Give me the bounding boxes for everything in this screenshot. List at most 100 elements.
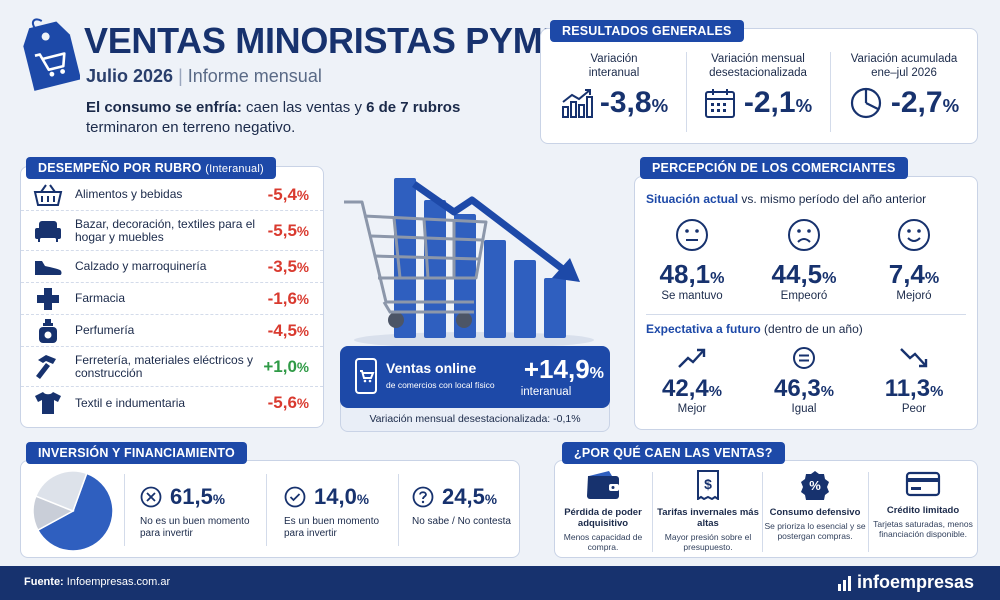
- rubros-title: DESEMPEÑO POR RUBRO (Interanual): [26, 157, 276, 179]
- neutral-face-icon: [675, 218, 709, 252]
- resultado-item-interanual: Variación interanual -3,8%: [546, 52, 682, 120]
- porque-item-text: Mayor presión sobre el presupuesto.: [664, 532, 752, 552]
- rubro-row: Alimentos y bebidas -5,4%: [21, 179, 323, 211]
- rubro-row: Ferretería, materiales eléctricos y cons…: [21, 347, 323, 387]
- porque-item-title: Pérdida de poder adquisitivo: [564, 507, 642, 529]
- rubro-label: Alimentos y bebidas: [75, 187, 183, 201]
- lead-strong-1: El consumo se enfría:: [86, 99, 242, 116]
- rubros-card: Alimentos y bebidas -5,4% Bazar, decorac…: [20, 166, 324, 428]
- svg-text:%: %: [809, 478, 821, 493]
- porque-item-text: Menos capacidad de compra.: [563, 532, 643, 552]
- futuro-label: Peor: [901, 403, 927, 415]
- actual-rest: vs. mismo período del año anterior: [738, 192, 927, 206]
- rubro-value: +1,0%: [263, 356, 309, 376]
- credit-card-icon: [905, 470, 941, 498]
- rubro-label: Farmacia: [75, 291, 126, 305]
- resultado-value: -2,1%: [743, 86, 813, 119]
- pie-slice: [34, 470, 88, 512]
- declining-sales-illustration: [334, 160, 624, 350]
- porque-title: ¿POR QUÉ CAEN LAS VENTAS?: [562, 442, 785, 464]
- question-circle-icon: [412, 486, 434, 508]
- percepcion-futuro-item: 42,4% Mejor: [636, 346, 748, 415]
- porque-item-title: Crédito limitado: [886, 505, 960, 516]
- hammer-icon: [31, 354, 65, 380]
- percepcion-actual-item: 44,5% Empeoró: [748, 218, 860, 302]
- rubro-row: Calzado y marroquinería -3,5%: [21, 251, 323, 283]
- cross-icon: [31, 287, 65, 311]
- online-value-note: interanual: [520, 386, 572, 398]
- inversion-value: 24,5%: [442, 484, 497, 509]
- percent-badge-icon: %: [800, 470, 830, 500]
- inversion-label: No sabe / No contesta: [412, 516, 511, 527]
- porque-item: % Consumo defensivo Se prioriza lo esenc…: [764, 470, 866, 541]
- actual-label: Se mantuvo: [661, 290, 723, 302]
- futuro-value: 46,3%: [774, 375, 834, 402]
- percepcion-futuro-item: 46,3% Igual: [748, 346, 860, 415]
- rubro-label: Calzado y marroquinería: [75, 259, 207, 273]
- trend-down-icon: [899, 346, 929, 370]
- equal-icon: [792, 346, 816, 370]
- lead-strong-2: 6 de 7 rubros: [366, 99, 461, 116]
- inversion-label: No es un buen momento para invertir: [140, 516, 250, 539]
- rubro-value: -1,6%: [267, 288, 309, 308]
- percepcion-actual-heading: Situación actual vs. mismo período del a…: [646, 192, 926, 206]
- inversion-value: 14,0%: [314, 484, 369, 509]
- inversion-title: INVERSIÓN Y FINANCIAMIENTO: [26, 442, 247, 464]
- rubro-row: Perfumería -4,5%: [21, 315, 323, 347]
- resultado-label: Variación acumulada ene–jul 2026: [850, 53, 958, 79]
- rubro-value: -3,5%: [267, 256, 309, 276]
- lead-text-1: caen las ventas y: [241, 99, 367, 116]
- inversion-item: 14,0% Es un buen momento para invertir: [284, 484, 394, 540]
- tshirt-icon: [31, 391, 65, 415]
- shoe-icon: [31, 257, 65, 277]
- porque-item-text: Se prioriza lo esencial y se postergan c…: [764, 521, 866, 541]
- bars-logo-icon: [838, 575, 852, 591]
- rubro-label: Perfumería: [75, 323, 135, 337]
- brand-name: infoempresas: [857, 572, 975, 592]
- porque-item: Pérdida de poder adquisitivo Menos capac…: [556, 470, 650, 552]
- rubro-value: -4,5%: [267, 320, 309, 340]
- actual-strong: Situación actual: [646, 192, 739, 206]
- actual-value: 7,4%: [888, 259, 940, 289]
- trend-up-icon: [677, 346, 707, 370]
- porque-item: $ Tarifas invernales más altas Mayor pre…: [656, 470, 760, 552]
- percepcion-futuro-heading: Expectativa a futuro (dentro de un año): [646, 322, 863, 336]
- resultado-label: Variación interanual: [588, 53, 640, 79]
- investment-pie-chart: [30, 468, 116, 554]
- futuro-value: 11,3%: [884, 375, 944, 402]
- percepcion-title: PERCEPCIÓN DE LOS COMERCIANTES: [640, 157, 908, 179]
- bill-icon: $: [694, 470, 722, 500]
- x-circle-icon: [140, 486, 162, 508]
- phone-cart-icon: [354, 357, 378, 395]
- page-subtitle: Julio 2026 | Informe mensual: [86, 66, 322, 87]
- source-text: Infoempresas.com.ar: [66, 576, 171, 588]
- price-tag-icon: [20, 14, 80, 92]
- futuro-rest: (dentro de un año): [760, 322, 863, 336]
- percepcion-actual-item: 7,4% Mejoró: [858, 218, 970, 302]
- wallet-icon: [585, 470, 621, 500]
- rubro-label: Ferretería, materiales eléctricos y cons…: [75, 352, 254, 380]
- rubro-label: Textil e indumentaria: [75, 395, 186, 410]
- resultado-item-mensual: Variación mensual desestacionalizada -2,…: [688, 52, 828, 120]
- futuro-strong: Expectativa a futuro: [646, 322, 761, 336]
- percepcion-card: [634, 176, 978, 430]
- futuro-label: Mejor: [677, 403, 707, 415]
- online-sales-banner: Ventas online de comercios con local fís…: [340, 346, 610, 408]
- online-subtitle: de comercios con local físico: [386, 380, 495, 390]
- porque-item-title: Tarifas invernales más altas: [657, 507, 759, 529]
- perfume-icon: [31, 318, 65, 344]
- online-monthly-note: Variación mensual desestacionalizada: -0…: [369, 413, 581, 425]
- resultados-title: RESULTADOS GENERALES: [550, 20, 744, 42]
- resultado-value: -3,8%: [599, 86, 669, 119]
- porque-item-title: Consumo defensivo: [769, 507, 861, 518]
- subtitle-date: Julio 2026: [86, 66, 174, 86]
- pie-slice: [36, 472, 114, 552]
- online-value: +14,9%: [523, 354, 604, 384]
- rubro-label: Bazar, decoración, textiles para el hoga…: [75, 216, 256, 244]
- percepcion-futuro-item: 11,3% Peor: [858, 346, 970, 415]
- chart-up-icon: [560, 87, 594, 119]
- rubro-row: Farmacia -1,6%: [21, 283, 323, 315]
- online-title: Ventas online: [386, 360, 477, 376]
- rubro-value: -5,6%: [267, 393, 309, 412]
- resultado-value: -2,7%: [890, 86, 960, 119]
